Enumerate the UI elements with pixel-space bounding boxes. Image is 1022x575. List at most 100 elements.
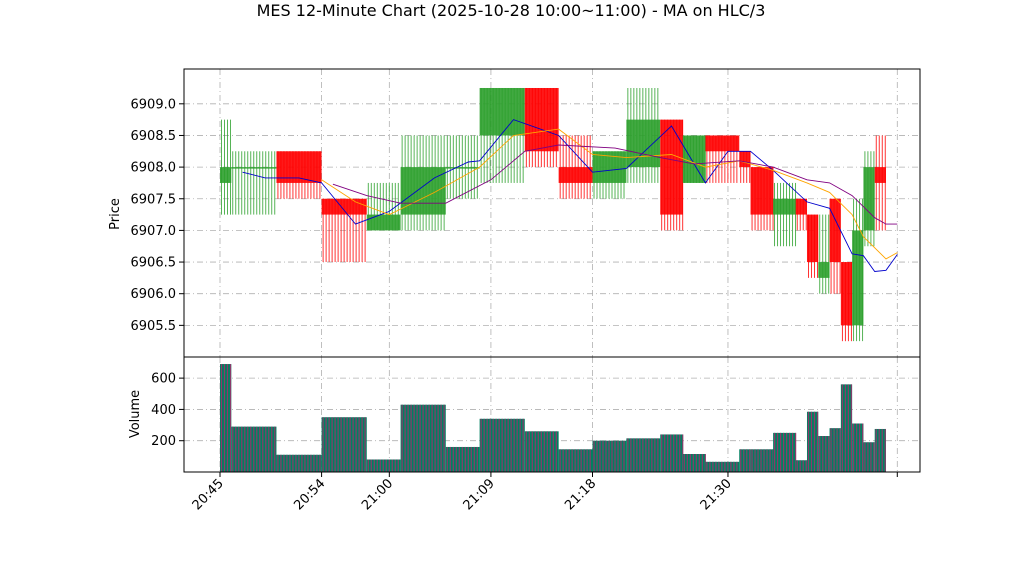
- volume-bar: [795, 460, 807, 472]
- candle-body: [863, 167, 875, 231]
- candle-body: [829, 198, 841, 263]
- candle-body: [806, 214, 819, 263]
- volume-bar: [773, 432, 797, 472]
- x-tick-label: 21:09: [461, 476, 498, 513]
- candle-body: [220, 167, 232, 183]
- volume-bar: [863, 442, 875, 472]
- candle-body: [321, 198, 367, 215]
- volume-bar: [321, 417, 367, 472]
- volume-tick-label: 600: [151, 372, 176, 387]
- candle-body: [626, 119, 661, 168]
- candle: [220, 119, 232, 215]
- candle-body: [400, 167, 446, 215]
- candle: [863, 151, 875, 247]
- candle: [366, 182, 401, 231]
- candle-body: [739, 151, 751, 168]
- candle: [739, 151, 751, 183]
- candle: [626, 87, 661, 183]
- price-tick-label: 6906.0: [131, 287, 177, 302]
- price-tick-label: 6906.5: [131, 256, 177, 271]
- candle: [682, 135, 706, 183]
- volume-tick-label: 200: [151, 434, 176, 449]
- candle-body: [795, 198, 807, 215]
- candle: [321, 198, 367, 263]
- volume-bar: [231, 426, 277, 472]
- candle: [773, 182, 797, 247]
- ma-line-2: [321, 128, 898, 260]
- candle-body: [558, 167, 593, 183]
- candle-body: [840, 262, 853, 326]
- volume-bar: [276, 454, 322, 472]
- x-tick-label: 21:30: [698, 476, 735, 513]
- candle: [874, 135, 886, 231]
- volume-bar: [592, 440, 627, 472]
- candle-body: [818, 262, 830, 278]
- ma-line-1: [242, 119, 898, 272]
- price-tick-label: 6905.5: [131, 319, 177, 334]
- volume-bar: [739, 449, 751, 472]
- candle: [795, 198, 807, 231]
- volume-bar: [524, 431, 559, 472]
- candle-body: [479, 87, 525, 136]
- candle: [750, 167, 774, 231]
- price-tick-label: 6907.0: [131, 224, 177, 239]
- candle: [445, 135, 480, 199]
- price-axis-label: Price: [108, 198, 123, 230]
- chart-title: MES 12-Minute Chart (2025-10-28 10:00~11…: [257, 1, 766, 20]
- x-tick-label: 21:18: [562, 476, 599, 513]
- volume-bar-fill: [874, 428, 886, 472]
- volume-bar-fill: [829, 428, 841, 472]
- candle-body: [592, 151, 627, 183]
- x-tick-label: 20:54: [291, 476, 328, 513]
- volume-bar: [750, 449, 774, 472]
- volume-bar: [445, 446, 480, 472]
- candle-body: [524, 87, 559, 152]
- x-tick-label: 21:00: [359, 476, 396, 513]
- volume-bar: [840, 384, 853, 472]
- price-tick-label: 6908.0: [131, 161, 177, 176]
- volume-bar: [852, 423, 864, 472]
- price-tick-label: 6909.0: [131, 97, 177, 112]
- volume-bar-fill: [739, 449, 751, 472]
- x-tick-label: 20:45: [190, 476, 227, 513]
- candle: [231, 151, 277, 215]
- candle: [818, 214, 830, 294]
- volume-bar-fill: [795, 460, 807, 472]
- volume-axis-label: Volume: [128, 390, 143, 438]
- volume-bar: [806, 411, 819, 472]
- volume-bar-fill: [818, 436, 830, 472]
- candle: [660, 119, 684, 231]
- volume-bar: [626, 438, 661, 472]
- volume-bar: [705, 461, 740, 472]
- candle-body: [366, 214, 401, 231]
- candle: [524, 87, 559, 168]
- price-tick-label: 6908.5: [131, 129, 177, 144]
- candle-body: [705, 135, 740, 152]
- volume-bar: [829, 428, 841, 472]
- candle: [705, 135, 740, 183]
- volume-bar: [220, 364, 232, 472]
- candle: [400, 135, 446, 231]
- volume-frame: [183, 356, 921, 473]
- volume-bar: [558, 449, 593, 472]
- volume-bar-fill: [840, 384, 853, 472]
- volume-bar-fill: [863, 442, 875, 472]
- candle-body: [773, 198, 796, 215]
- volume-bar: [366, 459, 401, 472]
- volume-bar: [818, 436, 830, 472]
- price-panel: 6905.5 6906.0 6906.5 6907.0 6907.5 6908.0 6908…: [131, 68, 921, 358]
- volume-panel: 20:45 20:54 21:00 21:09 21:18 21:30 200 400 600: [151, 356, 921, 513]
- volume-bar: [400, 404, 446, 472]
- candle: [829, 198, 841, 294]
- candle: [592, 151, 627, 199]
- candle-body: [750, 167, 774, 215]
- volume-bar-fill: [220, 364, 232, 472]
- volume-bar: [479, 418, 525, 472]
- candle-body: [852, 230, 864, 326]
- volume-tick-label: 400: [151, 403, 176, 418]
- candle-body: [231, 167, 277, 169]
- candle: [840, 262, 853, 342]
- candle: [479, 87, 525, 183]
- volume-bar-fill: [852, 423, 864, 472]
